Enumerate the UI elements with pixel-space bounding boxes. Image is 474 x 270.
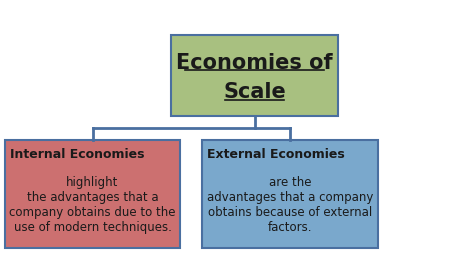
Text: External Economies: External Economies: [208, 148, 345, 161]
Text: highlight
the advantages that a
company obtains due to the
use of modern techniq: highlight the advantages that a company …: [9, 176, 176, 234]
Text: Internal Economies: Internal Economies: [10, 148, 145, 161]
Text: are the
advantages that a company
obtains because of external
factors.: are the advantages that a company obtain…: [207, 176, 373, 234]
Text: Economies of: Economies of: [176, 53, 333, 73]
FancyBboxPatch shape: [5, 140, 180, 248]
Text: Scale: Scale: [223, 82, 286, 102]
FancyBboxPatch shape: [172, 35, 338, 116]
FancyBboxPatch shape: [202, 140, 377, 248]
